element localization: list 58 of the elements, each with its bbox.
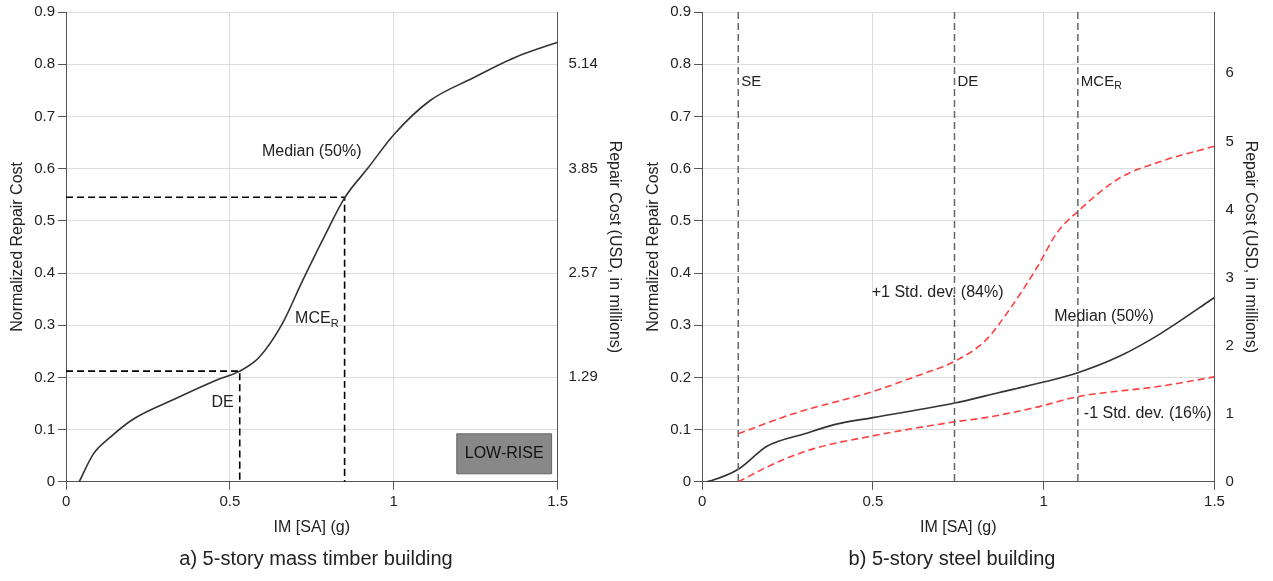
y-axis-title: Normalized Repair Cost [644, 161, 662, 332]
y-tick-label: 0 [682, 471, 692, 489]
y-tick-label: 0.8 [670, 54, 692, 72]
x-tick-label: 0 [61, 491, 71, 509]
x-tick-label: 0.5 [862, 491, 884, 509]
y-tick-label: 0.6 [670, 158, 692, 176]
line-series [737, 376, 1215, 482]
y-tick-label: 0.5 [670, 210, 692, 228]
ref-line-label: DE [957, 72, 979, 90]
y2-tick-label: 1.29 [568, 367, 598, 385]
y2-axis-title: Repair Cost (USD, in millions) [1242, 140, 1260, 354]
y-tick-label: 0.6 [34, 158, 56, 176]
line-series [737, 145, 1215, 435]
x-tick-label: 0.5 [219, 491, 241, 509]
line-series [78, 41, 558, 482]
x-tick-label: 1.5 [1204, 491, 1225, 509]
y-tick-label: 0.8 [34, 54, 56, 72]
y2-tick-label: 5 [1225, 131, 1234, 149]
y2-tick-label: 3 [1225, 267, 1234, 285]
annotation: Median (50%) [261, 142, 362, 160]
x-tick-label: 1 [1039, 491, 1048, 509]
y2-tick-label: 1 [1225, 403, 1234, 421]
y-tick-label: 0.7 [34, 106, 56, 124]
y2-axis-title: Repair Cost (USD, in millions) [606, 140, 624, 354]
annotation: +1 Std. dev. (84%) [871, 282, 1004, 300]
x-axis-title: IM [SA] (g) [920, 517, 997, 535]
y-tick-label: 0.4 [670, 263, 692, 281]
y-axis-title: Normalized Repair Cost [8, 161, 26, 332]
y2-tick-label: 6 [1225, 63, 1234, 81]
annotation: LOW-RISE [464, 444, 544, 462]
x-tick-label: 1.5 [547, 491, 569, 509]
y-tick-label: 0.3 [34, 315, 56, 333]
annotation: DE [211, 392, 234, 410]
y-tick-label: 0.4 [34, 263, 56, 281]
annotation: -1 Std. dev. (16%) [1083, 404, 1212, 422]
y-tick-label: 0.7 [670, 106, 692, 124]
x-tick-label: 0 [697, 491, 707, 509]
x-tick-label: 1 [389, 491, 398, 509]
text: b) 5-story steel building [848, 546, 1056, 569]
y2-tick-label: 4 [1225, 199, 1234, 217]
y2-tick-label: 0 [1225, 471, 1234, 489]
annotation: Median (50%) [1054, 307, 1154, 325]
y2-tick-label: 5.14 [568, 54, 598, 72]
y-tick-label: 0.5 [34, 210, 56, 228]
text: a) 5-story mass timber building [179, 546, 453, 569]
y-tick-label: 0.2 [34, 367, 56, 385]
x-axis-title: IM [SA] (g) [273, 517, 351, 535]
y-tick-label: 0.1 [34, 419, 56, 437]
y-tick-label: 0 [46, 471, 56, 489]
y-tick-label: 0.1 [670, 419, 692, 437]
y2-tick-label: 2 [1225, 335, 1234, 353]
ref-line-label: SE [741, 72, 762, 90]
y-tick-label: 0.9 [34, 2, 56, 20]
y-tick-label: 0.2 [670, 367, 692, 385]
y-tick-label: 0.3 [670, 315, 692, 333]
y2-tick-label: 2.57 [568, 263, 598, 281]
y-tick-label: 0.9 [670, 2, 692, 20]
y2-tick-label: 3.85 [568, 159, 598, 177]
